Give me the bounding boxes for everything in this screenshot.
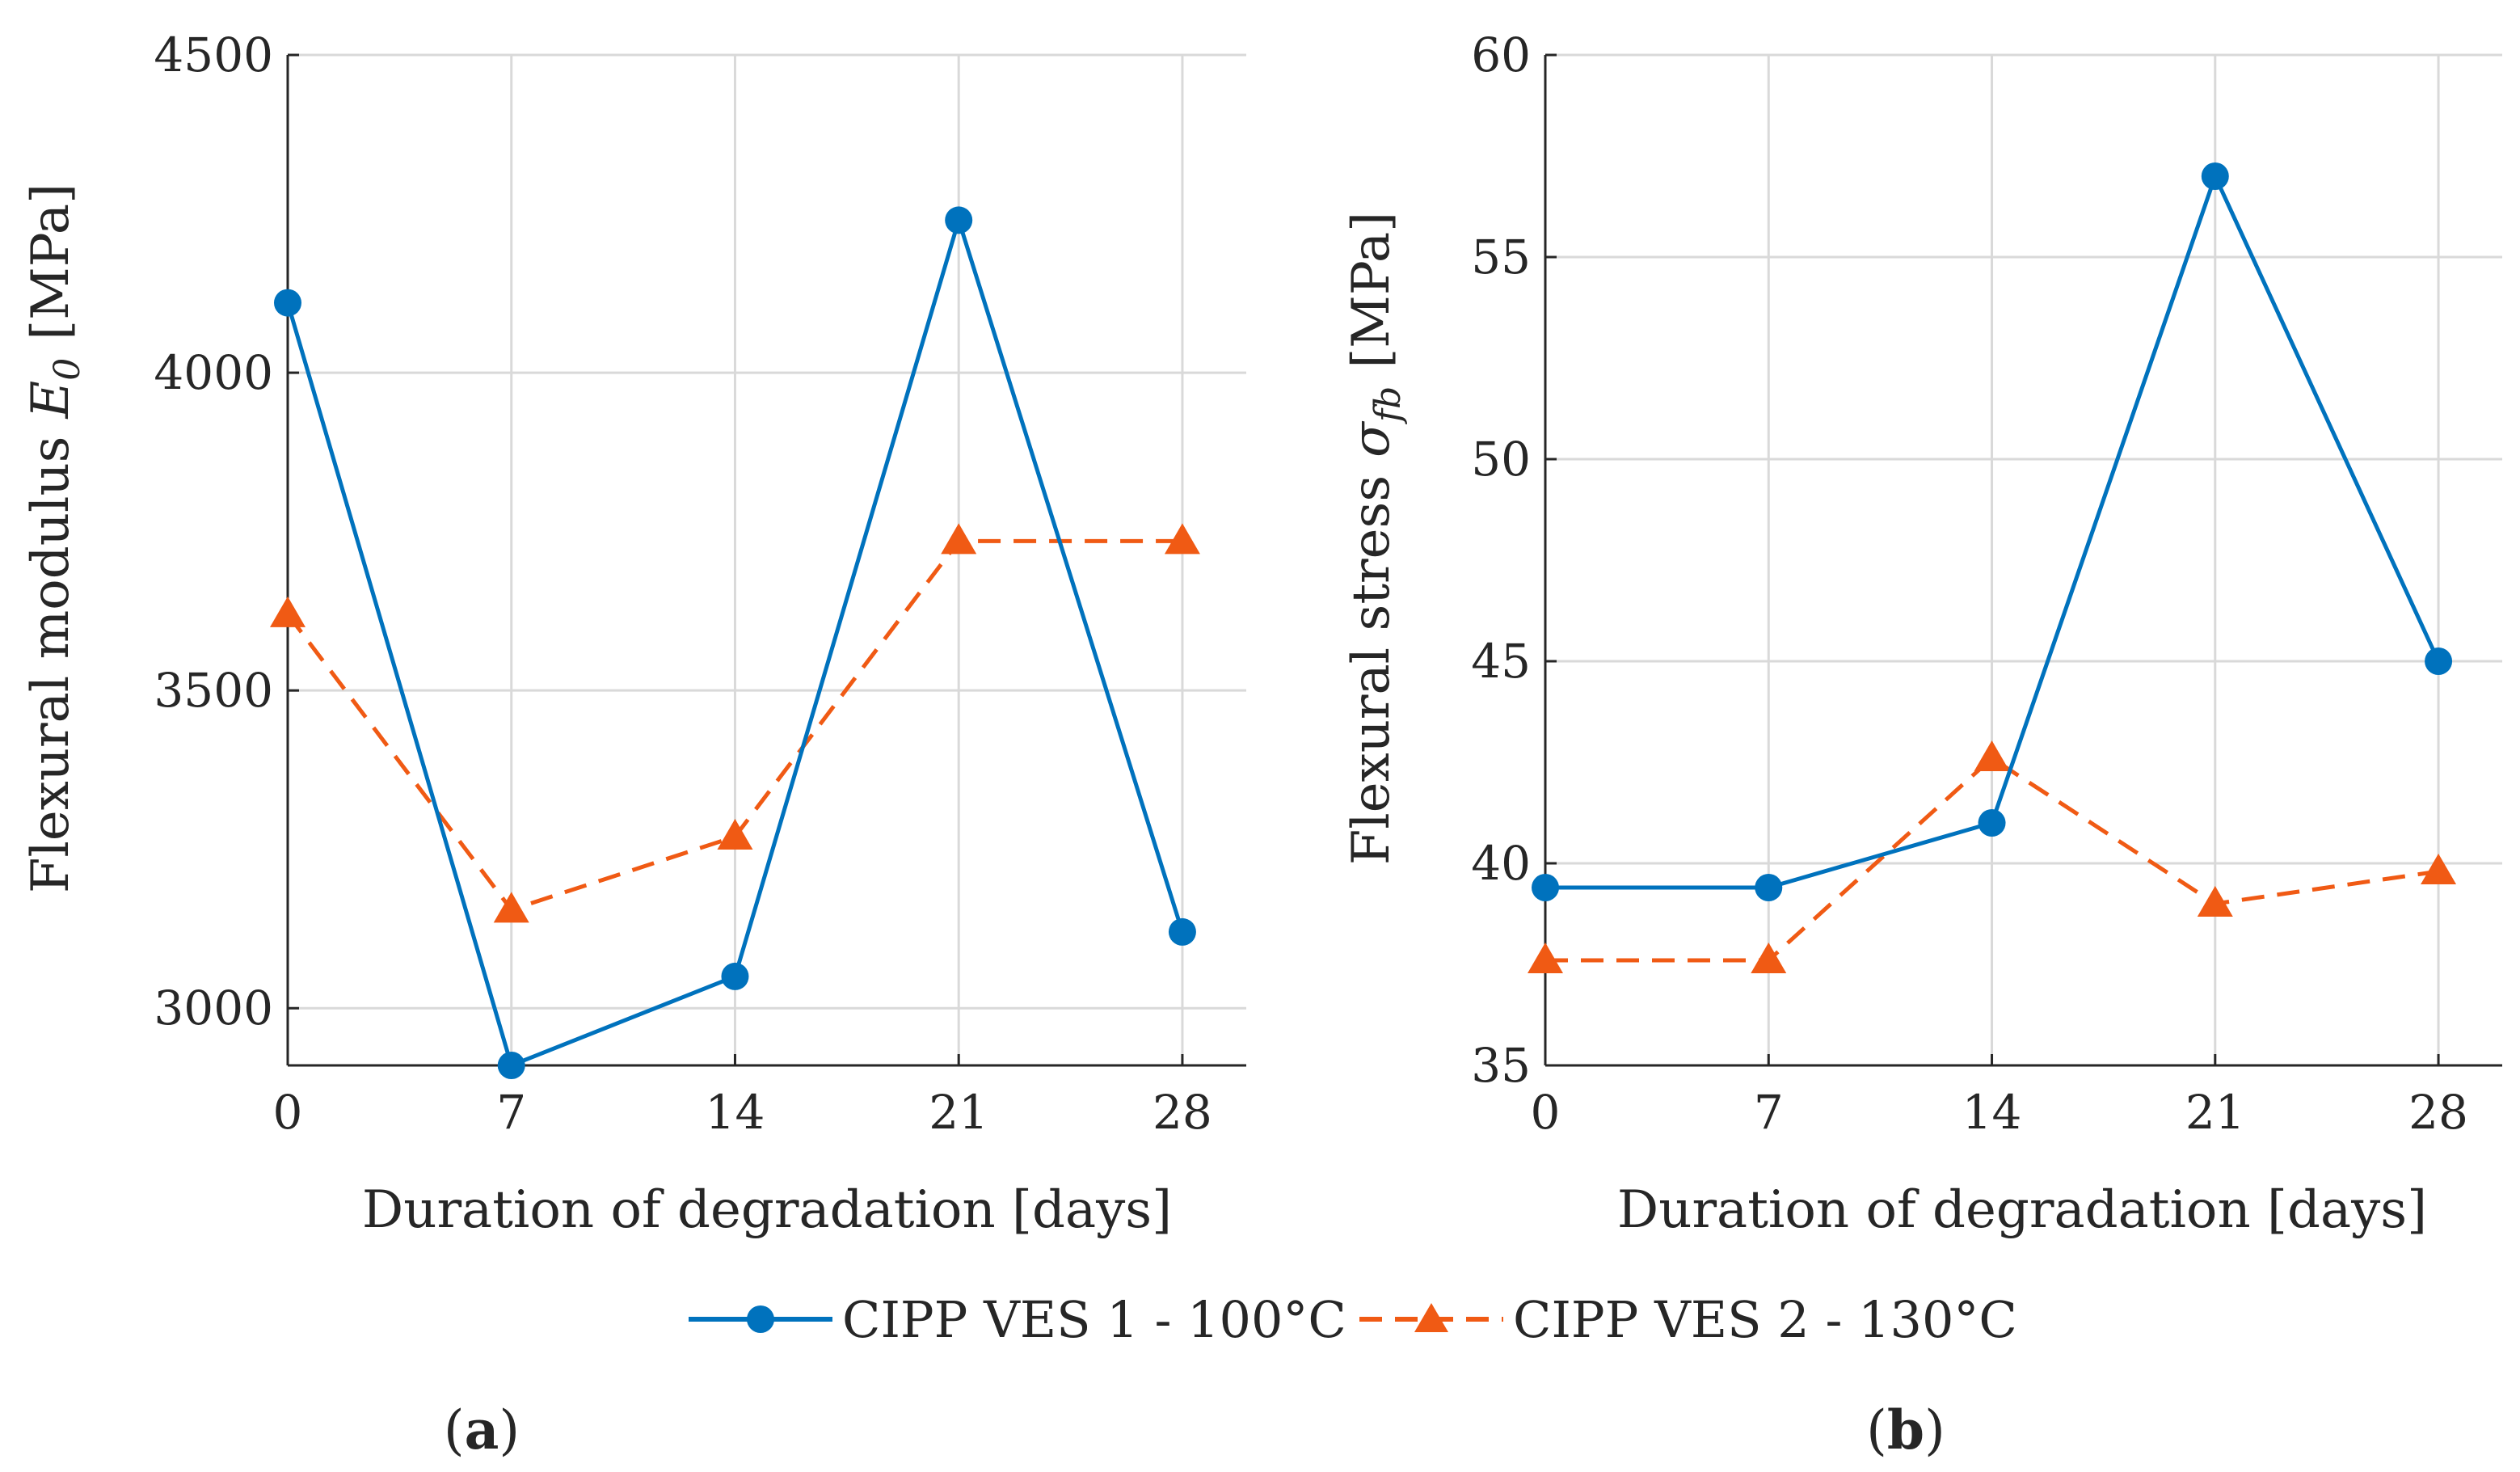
panel-a-chart: 3000 3500 4000 4500 0 7 14 21 28 Duration of de…	[21, 27, 1246, 1461]
panel-b-chart: 35 40 45 50 55 60 0 7 14 21 28 Duration of degrad…	[1342, 27, 2502, 1461]
panel-a-series	[270, 206, 1200, 1079]
panel-a-y-label-subscript: 0	[47, 358, 88, 381]
panel-b-series-2-line	[1545, 756, 2439, 963]
panel-a-series-1-point	[497, 1052, 525, 1079]
panel-b-x-tick-label: 0	[1531, 1085, 1561, 1140]
legend-series2-marker	[1414, 1303, 1448, 1332]
panel-b-series-1-point	[1978, 809, 2006, 837]
panel-b-label: (b)	[1866, 1398, 1945, 1461]
panel-a-grid	[286, 53, 1246, 1065]
panel-b-y-tick-label: 45	[1471, 634, 1531, 689]
panel-b-y-tick-label: 35	[1471, 1038, 1531, 1093]
panel-a-series-2-point	[270, 596, 306, 627]
panel-b-y-label-prefix: Flexural stress	[1342, 475, 1401, 865]
panel-a-x-ticks: 0 7 14 21 28	[273, 1085, 1212, 1140]
panel-b-x-ticks: 0 7 14 21 28	[1531, 1085, 2468, 1140]
panel-b-series-1-point	[1755, 874, 1783, 901]
panel-a-series-1-point	[1168, 917, 1196, 946]
panel-a-series-2-point	[493, 892, 529, 923]
panel-a-axes	[286, 53, 1246, 1067]
panel-b-label-open: (	[1866, 1399, 1887, 1461]
panel-b-series-2-point	[1974, 740, 2010, 771]
legend-series1-marker	[747, 1305, 774, 1333]
panel-a-x-tick-label: 0	[273, 1085, 303, 1140]
panel-a-series-1-point	[945, 206, 973, 234]
panel-b-x-tick-label: 21	[2185, 1085, 2245, 1140]
panel-b-x-tick-label: 14	[1962, 1085, 2022, 1140]
panel-b-series-2-point	[2197, 886, 2233, 917]
legend-series1-label: CIPP VES 1 - 100°C	[842, 1290, 1346, 1349]
panel-b-y-tick-label: 55	[1471, 230, 1531, 285]
panel-b-series-1-point	[2425, 647, 2453, 675]
panel-a-label: (a)	[444, 1398, 520, 1461]
panel-a-y-tick-label: 4000	[154, 345, 273, 400]
panel-a-y-ticks: 3000 3500 4000 4500	[154, 27, 273, 1035]
panel-b-x-axis-label: Duration of degradation [days]	[1617, 1180, 2427, 1240]
panel-a-y-axis-label: Flexural modulus E0 [MPa]	[21, 183, 88, 893]
panel-b-y-tick-label: 50	[1471, 432, 1531, 487]
panel-b-series-2-point	[1751, 943, 1787, 973]
panel-a-series-2-point	[941, 523, 977, 555]
panel-b-y-label-unit: [MPa]	[1342, 212, 1401, 369]
panel-a-x-tick-label: 14	[706, 1085, 765, 1140]
panel-a-series-2-point	[1164, 523, 1200, 555]
panel-a-label-close: )	[499, 1399, 520, 1461]
panel-a-y-label-symbol: E	[21, 381, 81, 420]
panel-b-y-axis-label: Flexural stress σfb [MPa]	[1342, 212, 1409, 865]
panel-a-x-tick-label: 7	[496, 1085, 526, 1140]
panel-b-series-2-point	[2421, 854, 2457, 884]
panel-a-series-1-point	[274, 289, 301, 317]
panel-b-series	[1528, 162, 2457, 973]
panel-a-x-axis-label: Duration of degradation [days]	[362, 1180, 1172, 1240]
panel-a-x-tick-label: 28	[1153, 1085, 1212, 1140]
panel-b-y-tick-label: 40	[1471, 836, 1531, 891]
panel-a-x-tick-label: 21	[929, 1085, 988, 1140]
panel-b-x-tick-label: 7	[1754, 1085, 1784, 1140]
panel-b-label-letter: b	[1887, 1398, 1924, 1461]
panel-b-axes	[1544, 53, 2502, 1067]
panel-b-label-close: )	[1924, 1399, 1945, 1461]
panel-b-x-tick-label: 28	[2408, 1085, 2468, 1140]
panel-b-y-ticks: 35 40 45 50 55 60	[1471, 27, 1531, 1093]
legend-series2-label: CIPP VES 2 - 130°C	[1513, 1290, 2017, 1349]
panel-b-series-1-point	[2201, 162, 2229, 190]
panel-a-label-open: (	[444, 1399, 465, 1461]
panel-a-label-letter: a	[465, 1398, 499, 1461]
panel-a-y-label-prefix: Flexural modulus	[21, 436, 81, 893]
panel-b-grid	[1544, 53, 2502, 1067]
panel-b-series-1-point	[1532, 874, 1559, 901]
panel-a-y-tick-label: 4500	[154, 27, 273, 82]
panel-a-y-label-unit: [MPa]	[21, 183, 81, 340]
panel-a-y-tick-label: 3500	[154, 663, 273, 718]
panel-a-series-2-point	[717, 818, 753, 850]
panel-a-series-1-point	[721, 962, 749, 990]
legend: CIPP VES 1 - 100°C CIPP VES 2 - 130°C	[689, 1290, 2017, 1349]
panel-b-y-label-subscript: fb	[1367, 386, 1409, 424]
panel-b-y-tick-label: 60	[1471, 27, 1531, 82]
panel-b-series-2-point	[1528, 943, 1563, 973]
panel-a-y-tick-label: 3000	[154, 981, 273, 1035]
panel-b-y-label-symbol: σ	[1342, 420, 1401, 458]
